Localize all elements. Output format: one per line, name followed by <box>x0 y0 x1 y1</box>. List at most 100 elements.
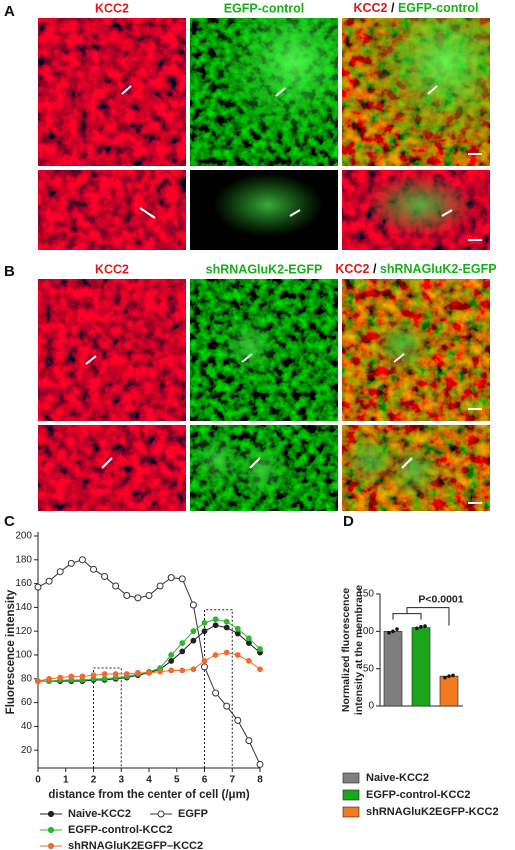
data-point <box>123 671 130 677</box>
y-tick-label: 80 <box>21 673 33 684</box>
data-point <box>156 582 164 590</box>
data-point <box>256 760 264 768</box>
header-part: KCC2 <box>353 1 387 15</box>
data-point <box>451 673 455 678</box>
data-point <box>135 669 141 676</box>
data-point <box>234 652 241 658</box>
data-point <box>190 628 197 635</box>
data-point <box>245 737 253 745</box>
bar <box>383 631 403 707</box>
x-tick-label: 2 <box>91 775 97 786</box>
data-point <box>146 669 152 676</box>
data-point <box>34 583 42 591</box>
micrographs-b <box>38 279 490 511</box>
data-point <box>168 652 175 658</box>
data-point <box>234 625 241 632</box>
image <box>38 18 186 166</box>
arrows <box>85 353 482 504</box>
data-point <box>423 624 427 628</box>
data-point <box>190 666 197 673</box>
data-point <box>79 673 86 680</box>
data-point <box>101 675 108 682</box>
data-point <box>168 658 175 664</box>
data-point <box>90 565 97 573</box>
data-point <box>419 625 423 629</box>
legend-label: shRNAGluK2EGFP-KCC2 <box>366 806 499 818</box>
data-point <box>212 616 219 623</box>
header-part: EGFP-control <box>398 1 479 15</box>
panel-label: C <box>4 513 15 530</box>
legend-label: shRNAGluK2EGFP–KCC2 <box>68 840 203 850</box>
data-point <box>234 630 241 637</box>
data-point <box>415 626 419 631</box>
data-point <box>201 619 208 626</box>
x-tick-label: 8 <box>257 775 263 786</box>
data-point <box>178 575 186 583</box>
legend-marker <box>47 810 55 818</box>
data-point <box>443 675 447 680</box>
data-point <box>246 658 252 664</box>
data-point <box>56 568 64 576</box>
panel-label: B <box>4 263 15 280</box>
legend-label: EGFP-control-KCC2 <box>366 789 471 801</box>
data-point <box>101 671 108 677</box>
data-point <box>201 628 208 635</box>
y-tick-label: 100 <box>357 626 374 637</box>
series-line <box>37 559 261 765</box>
data-point <box>257 646 263 652</box>
data-point <box>67 559 75 567</box>
data-point <box>212 652 219 658</box>
data-point <box>68 673 75 680</box>
x-axis-title: distance from the center of cell (/μm) <box>48 789 249 801</box>
data-point <box>223 702 231 710</box>
column-header: KCC2 / EGFP-control <box>353 1 478 15</box>
data-point <box>395 627 399 631</box>
y-tick-label: 200 <box>15 531 32 542</box>
significance-bracket <box>392 607 450 626</box>
data-point <box>189 601 197 609</box>
y-tick-label: 140 <box>15 602 32 613</box>
x-tick-label: 0 <box>35 775 41 786</box>
image <box>38 170 186 250</box>
data-point <box>157 668 164 675</box>
y-tick-label: 150 <box>357 589 374 600</box>
image-overlay <box>340 432 400 488</box>
y-axis-title: Fluorescence intensity <box>5 589 17 714</box>
y-tick-label: 120 <box>15 626 32 637</box>
legend-marker <box>47 826 55 834</box>
image-overlay <box>188 432 248 488</box>
column-header: EGFP-control <box>224 1 305 15</box>
data-point <box>145 591 153 599</box>
panel-label: A <box>4 3 15 20</box>
micrographs-a <box>38 18 490 250</box>
image-overlay <box>213 173 323 237</box>
y-tick-label: 100 <box>15 650 32 661</box>
legend-label: EGFP-control-KCC2 <box>68 824 173 836</box>
data-point <box>387 631 391 635</box>
data-point <box>234 716 242 724</box>
data-point <box>212 622 219 629</box>
y-tick-label: 180 <box>15 554 32 565</box>
header-part: KCC2 <box>335 262 369 276</box>
highlight-box <box>93 667 122 768</box>
image-overlay <box>342 18 490 166</box>
y-tick-label: 0 <box>368 701 374 712</box>
legend-swatch <box>342 789 360 801</box>
y-axis-title: intensity at the membrane <box>353 585 365 715</box>
image-overlay <box>234 438 290 502</box>
bar <box>439 675 459 707</box>
data-point <box>223 618 230 625</box>
data-point <box>179 667 186 674</box>
x-tick-label: 5 <box>174 775 180 786</box>
legend-marker <box>47 842 55 850</box>
data-point <box>45 577 53 585</box>
legend-label: Naive-KCC2 <box>68 808 131 820</box>
x-tick-label: 7 <box>229 775 235 786</box>
data-point <box>78 556 86 564</box>
data-point <box>57 674 64 681</box>
column-header: shRNAGluK2-EGFP <box>206 262 323 276</box>
y-tick-label: 20 <box>21 745 33 756</box>
y-tick-label: 40 <box>21 721 33 732</box>
